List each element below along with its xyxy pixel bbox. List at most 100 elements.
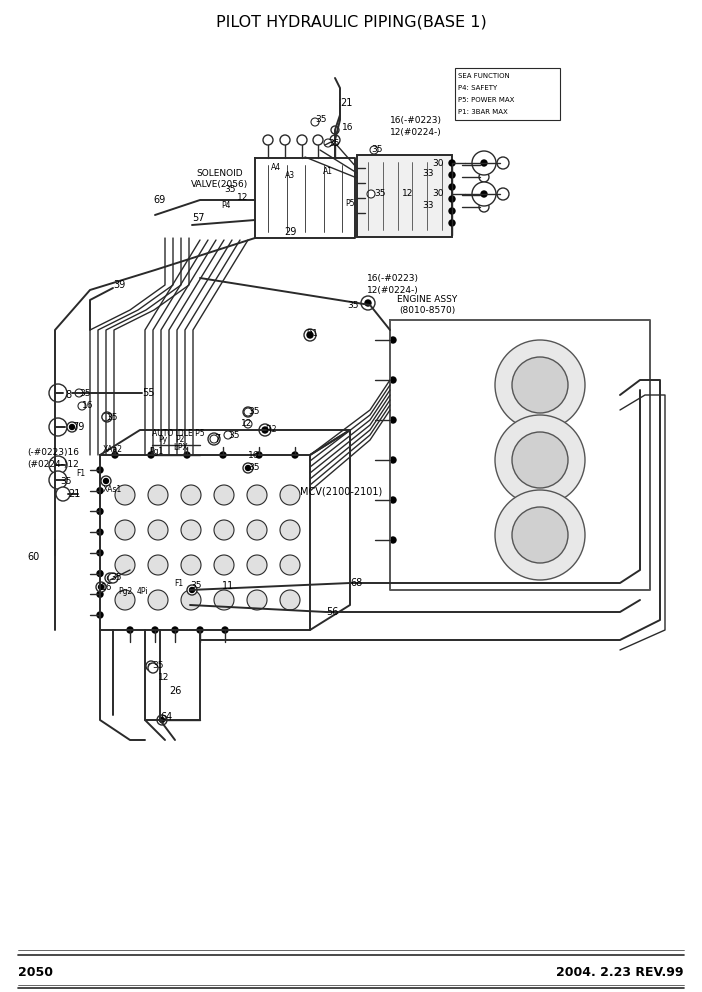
Text: (8010-8570): (8010-8570) bbox=[399, 307, 456, 315]
Circle shape bbox=[214, 555, 234, 575]
Text: 4Pi: 4Pi bbox=[137, 586, 149, 595]
Circle shape bbox=[449, 172, 455, 178]
Text: 16: 16 bbox=[82, 402, 93, 411]
Text: XAs1: XAs1 bbox=[103, 484, 122, 493]
Circle shape bbox=[390, 417, 396, 423]
Text: P1: 3BAR MAX: P1: 3BAR MAX bbox=[458, 109, 508, 115]
Circle shape bbox=[370, 146, 378, 154]
Circle shape bbox=[197, 627, 203, 633]
Text: 12: 12 bbox=[241, 420, 253, 429]
Circle shape bbox=[181, 520, 201, 540]
Text: P4: P4 bbox=[221, 201, 230, 210]
Text: AUTO IDLE P5: AUTO IDLE P5 bbox=[152, 430, 204, 438]
Circle shape bbox=[449, 220, 455, 226]
Circle shape bbox=[449, 184, 455, 190]
Circle shape bbox=[367, 190, 375, 198]
Circle shape bbox=[159, 717, 164, 722]
Text: 21: 21 bbox=[340, 98, 352, 108]
Circle shape bbox=[222, 627, 228, 633]
Circle shape bbox=[472, 151, 496, 175]
Text: 60: 60 bbox=[27, 552, 39, 562]
Circle shape bbox=[495, 415, 585, 505]
Circle shape bbox=[112, 452, 118, 458]
Circle shape bbox=[172, 627, 178, 633]
Circle shape bbox=[102, 412, 112, 422]
Text: A1: A1 bbox=[323, 168, 333, 177]
Circle shape bbox=[244, 408, 252, 416]
Text: Py: Py bbox=[158, 435, 167, 444]
Circle shape bbox=[512, 507, 568, 563]
Circle shape bbox=[98, 584, 103, 589]
Text: 35: 35 bbox=[110, 573, 121, 582]
Text: 56: 56 bbox=[326, 607, 338, 617]
Text: 35: 35 bbox=[79, 389, 91, 398]
Text: 12: 12 bbox=[402, 189, 413, 198]
Circle shape bbox=[330, 135, 340, 145]
Text: 68: 68 bbox=[350, 578, 362, 588]
Circle shape bbox=[97, 488, 103, 494]
Circle shape bbox=[105, 415, 110, 420]
Circle shape bbox=[280, 135, 290, 145]
Circle shape bbox=[472, 182, 496, 206]
Circle shape bbox=[102, 413, 110, 421]
Circle shape bbox=[97, 529, 103, 535]
Text: Pi1: Pi1 bbox=[306, 329, 317, 338]
Circle shape bbox=[108, 573, 118, 583]
Circle shape bbox=[115, 555, 135, 575]
Text: 35: 35 bbox=[152, 662, 164, 671]
Text: Pg2: Pg2 bbox=[118, 587, 132, 596]
Circle shape bbox=[481, 160, 487, 166]
Text: bPX: bPX bbox=[173, 443, 187, 452]
Circle shape bbox=[244, 420, 252, 428]
Circle shape bbox=[297, 135, 307, 145]
Text: 39: 39 bbox=[113, 280, 125, 290]
Circle shape bbox=[292, 452, 298, 458]
Text: 30: 30 bbox=[432, 189, 444, 198]
Circle shape bbox=[214, 485, 234, 505]
Text: 35: 35 bbox=[60, 476, 72, 485]
Circle shape bbox=[149, 664, 154, 669]
Text: 57: 57 bbox=[192, 213, 204, 223]
Text: 35: 35 bbox=[190, 581, 201, 590]
Circle shape bbox=[247, 555, 267, 575]
Circle shape bbox=[187, 585, 197, 595]
Circle shape bbox=[479, 202, 489, 212]
Text: MCV(2100-2101): MCV(2100-2101) bbox=[300, 487, 383, 497]
Text: (#0224-)12: (#0224-)12 bbox=[27, 460, 79, 469]
Circle shape bbox=[103, 478, 109, 483]
Circle shape bbox=[495, 490, 585, 580]
Circle shape bbox=[512, 432, 568, 488]
Circle shape bbox=[97, 550, 103, 556]
Circle shape bbox=[307, 332, 313, 338]
Circle shape bbox=[97, 591, 103, 597]
Circle shape bbox=[101, 476, 111, 486]
Circle shape bbox=[148, 485, 168, 505]
Circle shape bbox=[184, 452, 190, 458]
Text: PILOT HYDRAULIC PIPING(BASE 1): PILOT HYDRAULIC PIPING(BASE 1) bbox=[216, 15, 486, 30]
Text: 79: 79 bbox=[72, 422, 84, 432]
Circle shape bbox=[481, 191, 487, 197]
Text: XAa2: XAa2 bbox=[103, 444, 123, 453]
Circle shape bbox=[262, 427, 268, 433]
Text: SEA FUNCTION: SEA FUNCTION bbox=[458, 73, 510, 79]
Circle shape bbox=[49, 418, 67, 436]
Circle shape bbox=[49, 456, 67, 474]
Text: 7: 7 bbox=[214, 434, 220, 444]
Text: 64: 64 bbox=[160, 712, 172, 722]
Circle shape bbox=[210, 435, 218, 443]
Circle shape bbox=[263, 135, 273, 145]
Circle shape bbox=[220, 452, 226, 458]
Circle shape bbox=[56, 487, 70, 501]
Circle shape bbox=[148, 590, 168, 610]
Text: 12(#0224-): 12(#0224-) bbox=[367, 287, 419, 296]
Circle shape bbox=[146, 661, 156, 671]
Text: (-#0223)16: (-#0223)16 bbox=[27, 448, 79, 457]
Circle shape bbox=[361, 296, 375, 310]
Circle shape bbox=[49, 384, 67, 402]
Text: 35: 35 bbox=[374, 189, 385, 198]
Circle shape bbox=[449, 160, 455, 166]
Bar bbox=[357, 155, 452, 237]
Circle shape bbox=[152, 627, 158, 633]
Text: 35: 35 bbox=[228, 431, 239, 439]
Circle shape bbox=[280, 590, 300, 610]
